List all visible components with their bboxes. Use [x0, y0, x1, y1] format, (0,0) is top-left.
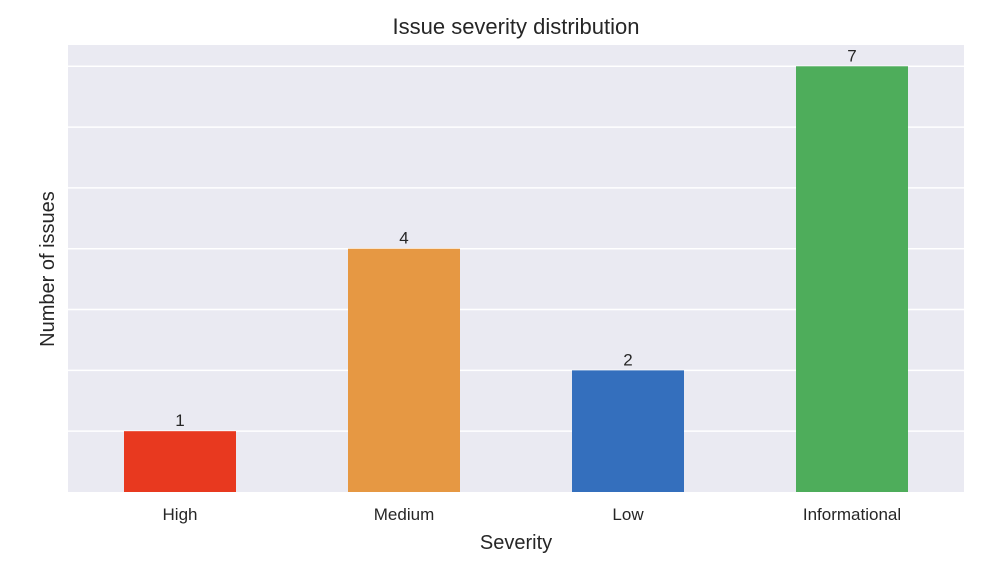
value-label-informational: 7	[847, 46, 856, 65]
value-label-low: 2	[623, 350, 632, 369]
x-tick-label-informational: Informational	[803, 505, 901, 524]
x-axis-label: Severity	[480, 532, 552, 554]
bar-medium	[348, 248, 460, 492]
value-labels: 1 4 2 7	[175, 46, 856, 430]
y-axis-label: Number of issues	[37, 191, 59, 347]
bar-informational	[796, 66, 908, 493]
x-tick-labels: High Medium Low Informational	[163, 505, 902, 524]
chart-title: Issue severity distribution	[393, 14, 640, 39]
value-label-high: 1	[175, 411, 184, 430]
value-label-medium: 4	[399, 229, 408, 248]
bar-low	[572, 370, 684, 492]
x-tick-label-medium: Medium	[374, 505, 434, 524]
x-tick-label-low: Low	[612, 505, 644, 524]
bars	[124, 66, 908, 493]
bar-high	[124, 431, 236, 492]
x-tick-label-high: High	[163, 505, 198, 524]
